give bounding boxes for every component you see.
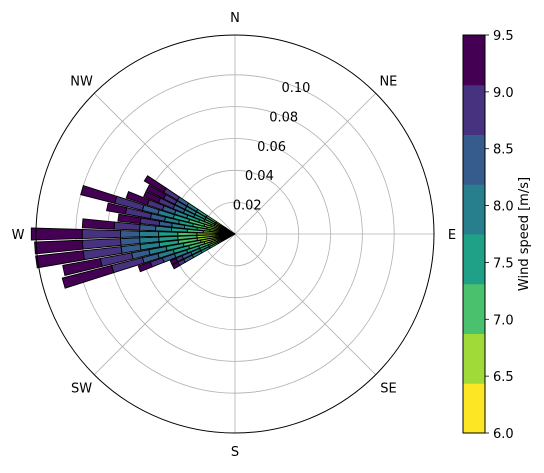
colorbar-bin xyxy=(463,134,485,185)
colorbar-bin xyxy=(463,35,485,86)
wind-bar-segment xyxy=(80,185,118,204)
direction-label-nw: NW xyxy=(70,75,93,90)
wind-bar-segment xyxy=(137,261,153,273)
wind-bar-segment xyxy=(143,175,167,193)
direction-label-e: E xyxy=(448,228,456,243)
polar-outer-rim xyxy=(35,34,435,434)
wind-bar-segment xyxy=(81,229,121,239)
radial-tick-label: 0.06 xyxy=(257,140,286,155)
colorbar-tick-label: 6.5 xyxy=(493,370,514,385)
radial-tick-label: 0.10 xyxy=(281,81,310,96)
radial-tick-label: 0.02 xyxy=(233,199,262,214)
angular-gridline xyxy=(94,233,236,375)
wind-bar-segment xyxy=(177,231,198,237)
angular-gridline xyxy=(234,233,376,375)
wind-bar-segment xyxy=(145,184,167,200)
radial-tick-label: 0.04 xyxy=(245,169,274,184)
wind-bar-segment xyxy=(169,257,179,265)
direction-label-w: W xyxy=(12,228,25,243)
radial-tick-labels: 0.02 0.04 0.06 0.08 0.10 xyxy=(233,81,311,214)
radial-tick-label: 0.08 xyxy=(269,110,298,125)
wind-bar-segment xyxy=(143,190,161,204)
colorbar-bin xyxy=(463,84,485,135)
wind-bar-segment xyxy=(61,264,115,289)
colorbar-bin xyxy=(463,184,485,235)
colorbar-tick-label: 7.5 xyxy=(493,256,514,271)
colorbar-tick-label: 6.0 xyxy=(493,427,514,442)
wind-bar-segment xyxy=(117,213,142,225)
direction-label-n: N xyxy=(230,11,240,26)
colorbar-tick-label: 8.0 xyxy=(493,200,514,215)
wind-bar-segment xyxy=(62,257,103,277)
wind-bar-segment xyxy=(34,239,84,255)
colorbar-bin xyxy=(463,234,485,285)
direction-label-s: S xyxy=(231,445,239,460)
colorbar-bin xyxy=(463,283,485,334)
colorbar-tick-label: 9.0 xyxy=(493,86,514,101)
wind-bar-segment xyxy=(125,191,150,206)
colorbar-tick-label: 9.5 xyxy=(493,29,514,44)
colorbar-frame xyxy=(462,34,486,434)
wind-bar-segment xyxy=(171,261,181,270)
wind-bar-segment xyxy=(158,231,179,237)
colorbar-bin xyxy=(463,333,485,384)
wind-bar-segment xyxy=(139,224,157,232)
colorbar: 6.0 6.5 7.0 7.5 8.0 8.5 9.0 9.5 Wind spe… xyxy=(462,29,532,442)
colorbar-tick-label: 7.0 xyxy=(493,313,514,328)
colorbar-ticks: 6.0 6.5 7.0 7.5 8.0 8.5 9.0 9.5 xyxy=(485,29,514,442)
direction-labels: N NE E SE S SW W NW xyxy=(12,11,457,460)
wind-bar-segment xyxy=(139,230,160,238)
colorbar-label: Wind speed [m/s] xyxy=(517,177,532,291)
wind-bar-segment xyxy=(35,250,85,269)
wind-bar-segment xyxy=(81,218,116,230)
colorbar-tick-label: 8.5 xyxy=(493,143,514,158)
angular-gridline xyxy=(94,93,236,235)
colorbar-bins xyxy=(463,35,485,434)
wind-bars xyxy=(30,175,236,289)
wind-bar-segment xyxy=(106,202,128,215)
direction-label-se: SE xyxy=(380,381,396,396)
direction-label-sw: SW xyxy=(71,381,92,396)
wind-bar-segment xyxy=(30,227,83,241)
direction-label-ne: NE xyxy=(379,75,397,90)
colorbar-bin xyxy=(463,383,485,434)
wind-bar-segment xyxy=(119,230,140,238)
angular-gridline xyxy=(234,93,376,235)
